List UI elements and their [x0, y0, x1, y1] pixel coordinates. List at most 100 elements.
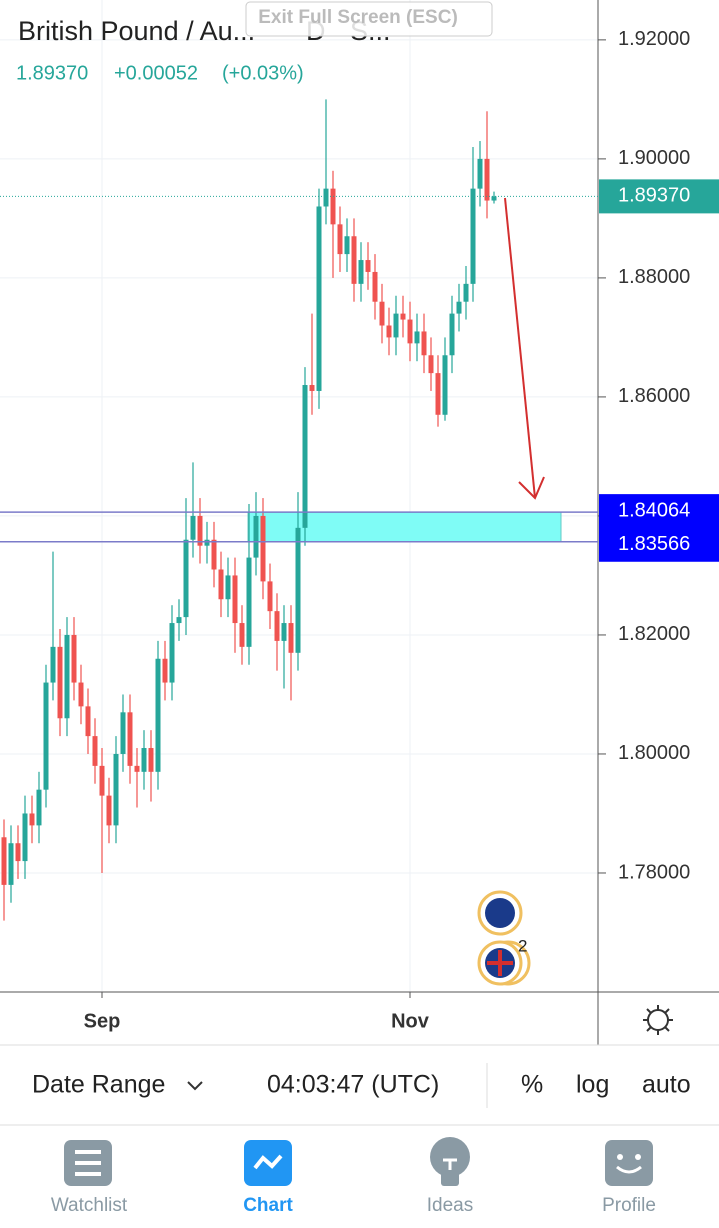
candle-body	[162, 658, 168, 683]
nav-label[interactable]: Ideas	[427, 1195, 473, 1216]
candle-body	[225, 575, 231, 600]
candle-body	[302, 385, 308, 528]
nav-profile[interactable]: Profile	[602, 1140, 656, 1216]
event-count: 2	[518, 936, 527, 955]
candle-body	[8, 843, 14, 885]
candle-body	[484, 158, 490, 201]
symbol-title: British Pound / Au...	[18, 16, 255, 46]
candle-body	[281, 623, 287, 641]
y-tick-label: 1.80000	[618, 742, 690, 764]
ideas-bulb-base	[441, 1172, 459, 1186]
level-tag-label: 1.84064	[618, 499, 690, 521]
candle-body	[113, 753, 119, 826]
candle-body	[22, 813, 28, 862]
nav-watchlist[interactable]: Watchlist	[51, 1140, 128, 1216]
candle-body	[330, 188, 336, 225]
candle-body	[309, 385, 315, 391]
flag-cross	[487, 950, 513, 976]
candle-body	[477, 158, 483, 189]
ideas-icon[interactable]	[430, 1137, 470, 1177]
nav-ideas[interactable]: Ideas	[427, 1137, 473, 1216]
ideas-glyph	[443, 1158, 457, 1170]
candle-body	[372, 271, 378, 302]
profile-icon[interactable]	[605, 1140, 653, 1186]
x-tick-label: Nov	[391, 1010, 430, 1032]
level-tag	[599, 527, 719, 562]
y-tick-label: 1.88000	[618, 266, 690, 288]
nav-chart[interactable]: Chart	[243, 1140, 293, 1216]
candle-body	[141, 748, 147, 772]
candle-body	[204, 539, 210, 546]
candle-body	[183, 539, 189, 618]
candle-body	[449, 313, 455, 356]
candle-body	[43, 682, 49, 790]
candle-body	[85, 706, 91, 737]
candle-body	[57, 646, 63, 719]
nav-label[interactable]: Profile	[602, 1195, 656, 1216]
candle-body	[358, 260, 364, 284]
candle-body	[393, 313, 399, 338]
candle-body	[190, 515, 196, 540]
candle-body	[365, 260, 371, 272]
candle-body	[463, 283, 469, 302]
clock: 04:03:47 (UTC)	[267, 1071, 439, 1099]
nav-label[interactable]: Chart	[243, 1195, 293, 1216]
candle-body	[421, 331, 427, 356]
candle-body	[351, 236, 357, 284]
candle-body	[386, 325, 392, 338]
plot	[0, 0, 598, 992]
watchlist-glyph	[75, 1150, 101, 1176]
candle-body	[435, 373, 441, 415]
candle-body	[169, 623, 175, 683]
date-range-button[interactable]: Date Range	[32, 1071, 165, 1099]
auto-toggle[interactable]: auto	[642, 1071, 691, 1099]
log-toggle[interactable]: log	[576, 1071, 609, 1099]
y-tick-label: 1.90000	[618, 147, 690, 169]
exit-fullscreen-button[interactable]	[245, 1, 493, 37]
level-tag-label: 1.83566	[618, 533, 690, 555]
candle-body	[218, 569, 224, 600]
candle-body	[253, 515, 259, 558]
candle-body	[288, 623, 294, 653]
candle-body	[456, 301, 462, 314]
dropdown-chevron[interactable]	[187, 1081, 203, 1091]
candle-body	[134, 765, 140, 772]
nav-label[interactable]: Watchlist	[51, 1195, 128, 1216]
candle-body	[50, 646, 56, 683]
candle-body	[274, 611, 280, 641]
candle-body	[92, 736, 98, 766]
y-tick-label: 1.86000	[618, 385, 690, 407]
candle-body	[99, 765, 105, 796]
gear-teeth[interactable]	[643, 1005, 673, 1035]
header-change: +0.00052	[114, 62, 198, 84]
candle-body	[470, 188, 476, 284]
candle-body	[428, 355, 434, 374]
candle-body	[120, 712, 126, 754]
arrow-head	[518, 476, 545, 500]
percent-toggle[interactable]: %	[521, 1071, 543, 1099]
candle-body	[323, 188, 329, 207]
flag-au	[485, 898, 515, 928]
candle-body	[414, 331, 420, 344]
candle-body	[36, 789, 42, 826]
settings-icon[interactable]	[643, 1005, 673, 1035]
candle-body	[15, 843, 21, 862]
candle-body	[260, 515, 266, 582]
candle-body	[316, 206, 322, 391]
candle-body	[344, 236, 350, 255]
candle-body	[64, 634, 70, 719]
candle-body	[246, 557, 252, 647]
candle-body	[127, 712, 133, 766]
candle-body	[106, 795, 112, 826]
zone-rectangle	[247, 511, 562, 543]
candle-body	[29, 813, 35, 826]
exit-fullscreen-label[interactable]: Exit Full Screen (ESC)	[258, 7, 458, 28]
candle-body	[148, 748, 154, 772]
candle-body	[1, 837, 7, 885]
candle-body	[295, 527, 301, 653]
y-tick-label: 1.82000	[618, 623, 690, 645]
candle-body	[239, 623, 245, 647]
candle-body	[407, 319, 413, 344]
header-price: 1.89370	[16, 62, 88, 84]
